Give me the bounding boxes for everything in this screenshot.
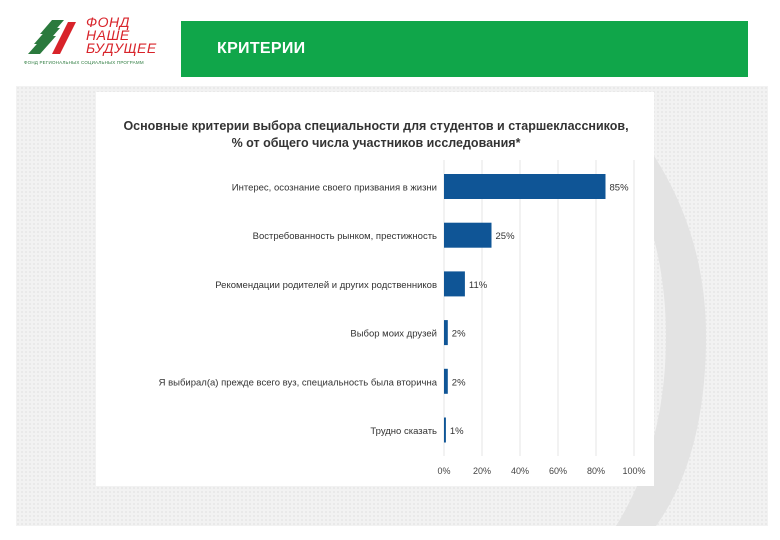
data-label: 2% (452, 329, 466, 340)
slide-title: КРИТЕРИИ (217, 40, 306, 57)
category-label: Востребованность рынком, престижность (253, 231, 437, 242)
x-tick-label: 60% (549, 466, 567, 476)
bar (444, 320, 448, 346)
data-label: 1% (450, 426, 464, 437)
x-tick-label: 80% (587, 466, 605, 476)
bar (444, 368, 448, 394)
category-label: Рекомендации родителей и других родствен… (215, 280, 437, 291)
logo-mark-icon (28, 20, 76, 54)
background-swoosh (596, 106, 706, 526)
bar (444, 271, 465, 297)
logo-name: ФОНД НАШЕ БУДУЩЕЕ (86, 14, 157, 56)
category-label: Трудно сказать (370, 426, 437, 437)
bar (444, 222, 492, 248)
bar (444, 174, 606, 199)
category-label: Я выбирал(а) прежде всего вуз, специальн… (159, 377, 438, 388)
x-tick-label: 40% (511, 466, 529, 476)
bar (444, 417, 446, 443)
x-tick-label: 100% (622, 466, 645, 476)
data-label: 2% (452, 377, 466, 388)
bar-chart: 0% 20% 40% 60% 80% 100% Интерес, осознание сво… (159, 160, 646, 476)
x-tick-label: 20% (473, 466, 491, 476)
x-tick-label: 0% (437, 466, 450, 476)
chart-card: Основные критерии выбора специальности д… (96, 92, 654, 486)
fund-logo: ФОНД НАШЕ БУДУЩЕЕ ФОНД РЕГИОНАЛЬНЫХ СОЦИ… (22, 14, 157, 70)
data-label: 11% (469, 280, 488, 291)
category-label: Интерес, осознание своего призвания в жи… (232, 183, 437, 194)
slide-header: КРИТЕРИИ (181, 21, 748, 77)
logo-tagline: ФОНД РЕГИОНАЛЬНЫХ СОЦИАЛЬНЫХ ПРОГРАММ (24, 60, 144, 65)
category-label: Выбор моих друзей (350, 329, 437, 340)
data-label: 85% (610, 183, 630, 194)
chart-title: Основные критерии выбора специальности д… (123, 119, 629, 150)
data-label: 25% (496, 231, 516, 242)
